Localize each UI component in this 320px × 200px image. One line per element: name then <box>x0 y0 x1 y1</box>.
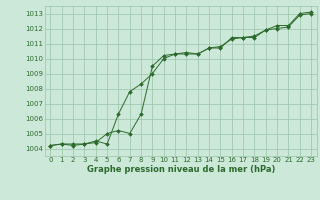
X-axis label: Graphe pression niveau de la mer (hPa): Graphe pression niveau de la mer (hPa) <box>87 165 275 174</box>
